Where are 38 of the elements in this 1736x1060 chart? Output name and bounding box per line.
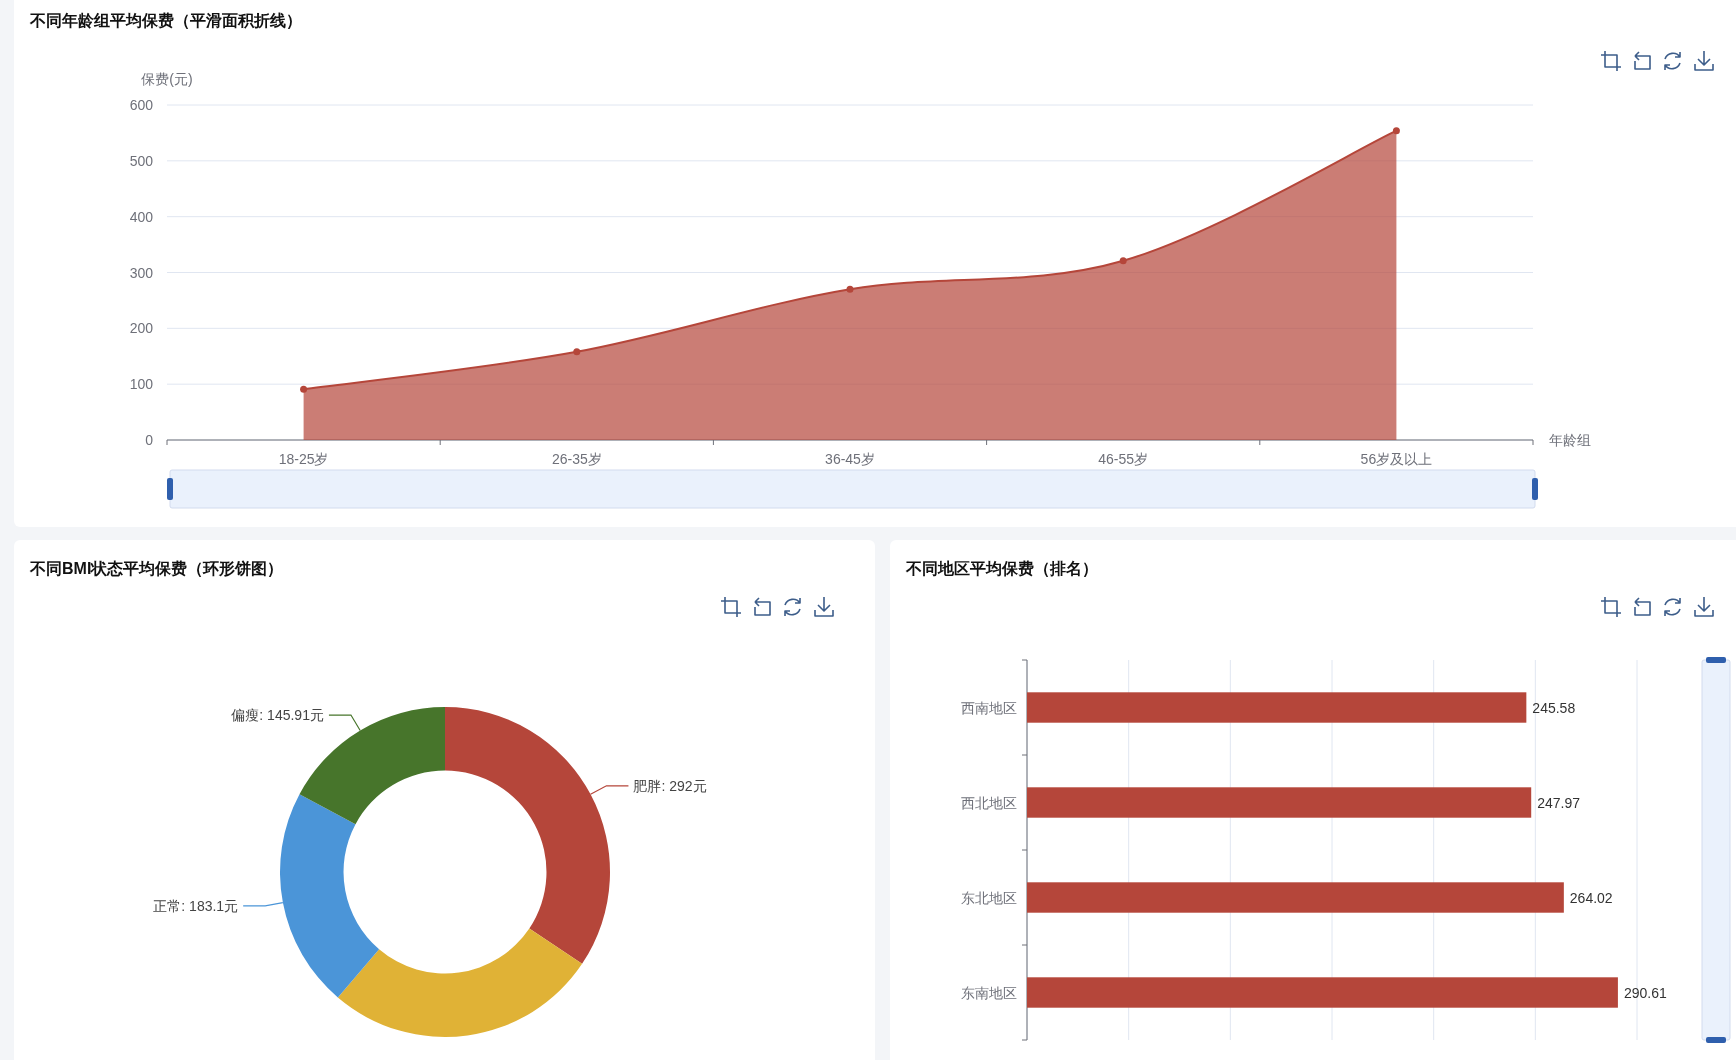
data-label: 247.97	[1537, 794, 1581, 811]
bar	[1027, 787, 1532, 818]
x-tick-label: 18-25岁	[278, 451, 329, 467]
data-label: 264.02	[1569, 889, 1613, 906]
point	[1392, 127, 1400, 135]
point	[1119, 257, 1127, 265]
point	[300, 385, 308, 393]
x-tick-label: 46-55岁	[1098, 451, 1149, 467]
y-tick-label: 东南地区	[961, 984, 1017, 1001]
slice-label: 正常: 183.1元	[153, 897, 239, 914]
bar	[1027, 977, 1618, 1008]
point	[846, 285, 854, 293]
x-tick-label: 56岁及以上	[1360, 451, 1433, 467]
x-tick-label: 36-45岁	[825, 451, 875, 467]
bar	[1027, 882, 1564, 913]
bar	[1027, 692, 1527, 723]
y-tick-label: 600	[129, 97, 154, 113]
y-tick-label: 300	[129, 264, 154, 281]
slice-label: 偏瘦: 145.91元	[231, 707, 324, 724]
data-label: 245.58	[1532, 699, 1576, 716]
point	[573, 348, 581, 356]
y-tick-label: 0	[145, 432, 154, 448]
y-axis-title: 保费(元)	[141, 71, 193, 87]
y-tick-label: 400	[129, 208, 154, 225]
y-tick-label: 东北地区	[961, 889, 1017, 906]
data-label: 290.61	[1623, 984, 1667, 1001]
chart-title: 不同年龄组平均保费（平滑面积折线）	[29, 11, 302, 30]
y-tick-label: 100	[129, 376, 154, 393]
donut-slice	[337, 928, 583, 1037]
y-tick-label: 西北地区	[961, 794, 1017, 811]
y-tick-label: 200	[129, 320, 154, 337]
y-tick-label: 500	[129, 152, 154, 169]
y-tick-label: 西南地区	[961, 699, 1017, 716]
chart-title: 不同BMI状态平均保费（环形饼图）	[29, 559, 284, 578]
chart-title: 不同地区平均保费（排名）	[905, 559, 1098, 578]
x-tick-label: 26-35岁	[551, 451, 602, 467]
slice-label: 肥胖: 292元	[633, 777, 707, 794]
x-axis-title: 年龄组	[1549, 432, 1591, 448]
